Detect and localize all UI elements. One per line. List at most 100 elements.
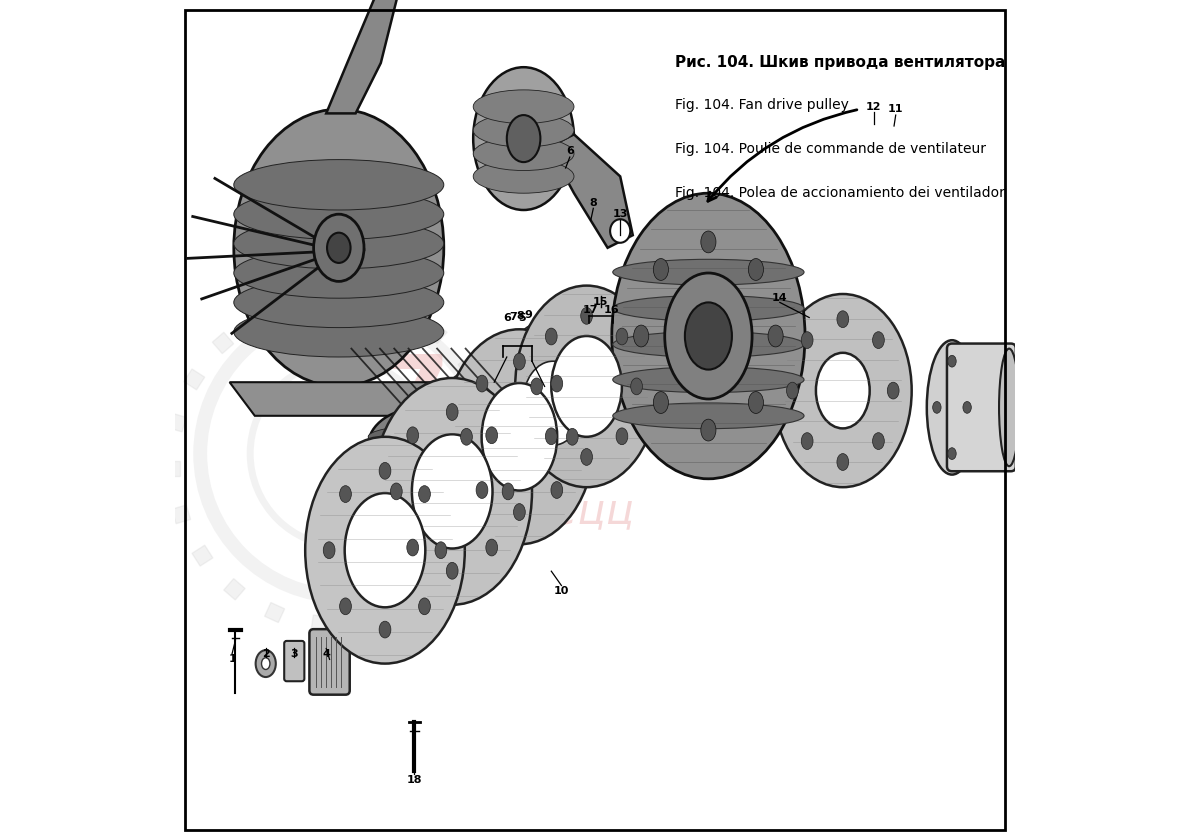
Ellipse shape	[551, 336, 622, 437]
Bar	[458, 356, 478, 377]
Ellipse shape	[514, 353, 525, 370]
Bar	[484, 491, 503, 509]
Ellipse shape	[486, 539, 497, 556]
Ellipse shape	[474, 113, 574, 147]
Ellipse shape	[774, 294, 912, 487]
Bar	[183, 369, 205, 390]
Bar	[264, 602, 284, 622]
Polygon shape	[549, 134, 633, 248]
Bar	[481, 399, 499, 417]
Ellipse shape	[816, 353, 870, 428]
FancyBboxPatch shape	[284, 641, 305, 681]
Bar	[168, 413, 187, 432]
Ellipse shape	[368, 426, 477, 448]
Ellipse shape	[801, 433, 813, 449]
Text: 11: 11	[888, 104, 903, 114]
Text: 1: 1	[228, 654, 236, 664]
Text: 15: 15	[593, 297, 608, 307]
Text: 18: 18	[407, 774, 422, 785]
Bar	[466, 533, 487, 554]
Ellipse shape	[613, 260, 804, 285]
Ellipse shape	[653, 259, 669, 281]
Bar	[251, 306, 271, 326]
Text: 6: 6	[503, 312, 511, 323]
Ellipse shape	[324, 542, 336, 559]
Ellipse shape	[522, 361, 583, 445]
Ellipse shape	[749, 259, 764, 281]
Ellipse shape	[461, 428, 472, 445]
Ellipse shape	[407, 539, 419, 556]
Text: 10: 10	[553, 586, 569, 596]
Text: 9: 9	[525, 310, 533, 320]
Ellipse shape	[872, 332, 884, 349]
Ellipse shape	[422, 365, 549, 542]
Ellipse shape	[1000, 349, 1019, 466]
Ellipse shape	[419, 598, 431, 615]
Ellipse shape	[233, 277, 444, 328]
Ellipse shape	[749, 391, 764, 413]
Ellipse shape	[474, 90, 574, 123]
Text: детaлецц: детaлецц	[421, 491, 634, 533]
Text: 5: 5	[518, 313, 526, 323]
Ellipse shape	[616, 328, 628, 345]
Ellipse shape	[339, 598, 351, 615]
Ellipse shape	[616, 428, 628, 444]
Ellipse shape	[515, 286, 658, 487]
Bar	[343, 291, 359, 307]
Ellipse shape	[653, 391, 669, 413]
Ellipse shape	[436, 542, 446, 559]
Ellipse shape	[474, 67, 574, 210]
Ellipse shape	[419, 486, 431, 502]
Ellipse shape	[233, 307, 444, 357]
Bar	[296, 292, 313, 309]
Ellipse shape	[368, 449, 477, 471]
Ellipse shape	[545, 428, 557, 444]
Ellipse shape	[453, 409, 518, 498]
Text: 16: 16	[605, 305, 620, 315]
Ellipse shape	[581, 449, 593, 465]
Bar	[387, 300, 406, 320]
Ellipse shape	[947, 355, 957, 367]
Ellipse shape	[233, 218, 444, 269]
Text: Fig. 104. Poulie de commande de ventilateur: Fig. 104. Poulie de commande de ventilat…	[675, 142, 985, 156]
Bar	[357, 613, 375, 630]
Ellipse shape	[768, 325, 783, 347]
Ellipse shape	[305, 437, 465, 664]
Ellipse shape	[633, 325, 649, 347]
Text: 17: 17	[583, 305, 599, 315]
Ellipse shape	[613, 332, 804, 357]
Ellipse shape	[507, 115, 540, 162]
Ellipse shape	[314, 214, 364, 281]
Text: 3: 3	[290, 648, 298, 659]
Polygon shape	[326, 0, 397, 113]
Ellipse shape	[233, 189, 444, 239]
Bar	[192, 545, 213, 566]
Ellipse shape	[444, 329, 595, 544]
Ellipse shape	[610, 219, 631, 243]
Ellipse shape	[947, 448, 957, 459]
Ellipse shape	[446, 563, 458, 580]
Ellipse shape	[407, 427, 419, 444]
Text: 7: 7	[509, 312, 518, 322]
Ellipse shape	[380, 622, 390, 638]
Text: Fig. 104. Fan drive pulley: Fig. 104. Fan drive pulley	[675, 98, 848, 113]
Ellipse shape	[888, 382, 900, 399]
Ellipse shape	[613, 403, 804, 428]
Ellipse shape	[613, 367, 804, 392]
Ellipse shape	[612, 193, 804, 479]
Ellipse shape	[872, 433, 884, 449]
Text: Fig. 104. Polea de accionamiento dei ventilador: Fig. 104. Polea de accionamiento dei ven…	[675, 186, 1004, 200]
Ellipse shape	[339, 486, 351, 502]
Ellipse shape	[486, 427, 497, 444]
Ellipse shape	[262, 658, 270, 669]
Text: 7440: 7440	[374, 349, 682, 457]
Ellipse shape	[233, 248, 444, 298]
FancyBboxPatch shape	[309, 629, 350, 695]
Bar	[224, 579, 245, 600]
Bar	[311, 615, 328, 632]
Ellipse shape	[545, 328, 557, 345]
Ellipse shape	[474, 160, 574, 193]
Ellipse shape	[368, 407, 477, 483]
Ellipse shape	[380, 462, 390, 479]
Ellipse shape	[963, 402, 971, 413]
